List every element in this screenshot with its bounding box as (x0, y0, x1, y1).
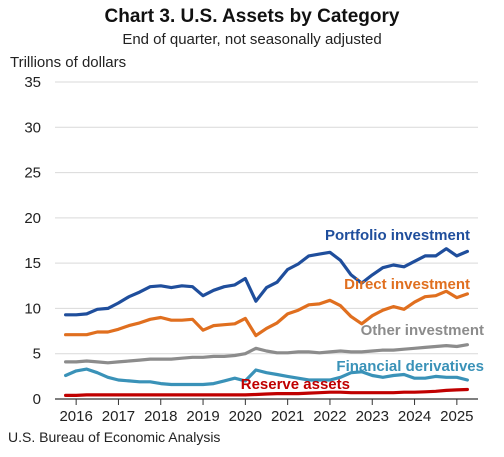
x-tick-label: 2024 (398, 408, 431, 425)
x-tick-label: 2025 (440, 408, 473, 425)
series-line-financial-derivatives (63, 367, 469, 387)
x-axis: 2016 2017 2018 2019 2020 2021 2022 2023 2024 2025 (55, 398, 478, 425)
y-tick-label: 20 (24, 210, 41, 227)
series-line-other-investment (63, 343, 469, 365)
chart-subtitle: End of quarter, not seasonally adjusted (122, 31, 382, 48)
chart-title: Chart 3. U.S. Assets by Category (104, 6, 400, 27)
y-tick-labels: 0 5 10 15 20 25 30 35 (24, 74, 41, 408)
y-tick-label: 10 (24, 300, 41, 317)
x-tick-label: 2022 (313, 408, 346, 425)
series-line-direct-investment (63, 289, 469, 338)
series-lines (63, 247, 469, 397)
series-line-reserve-assets (63, 387, 469, 397)
x-tick-label: 2021 (271, 408, 304, 425)
x-tick-label: 2023 (356, 408, 389, 425)
series-label-portfolio-investment: Portfolio investment (325, 227, 470, 244)
x-tick-label: 2018 (144, 408, 177, 425)
series-label-direct-investment: Direct investment (344, 276, 470, 293)
y-axis-label: Trillions of dollars (10, 54, 127, 71)
series-label-reserve-assets: Reserve assets (241, 376, 350, 393)
y-tick-label: 0 (33, 391, 41, 408)
series-label-other-investment: Other investment (361, 322, 484, 339)
series-labels: Portfolio investment Direct investment Oth… (241, 227, 484, 393)
y-tick-label: 25 (24, 165, 41, 182)
series-line-portfolio-investment (63, 247, 469, 317)
y-tick-label: 30 (24, 119, 41, 136)
y-tick-label: 35 (24, 74, 41, 91)
series-label-financial-derivatives: Financial derivatives (336, 358, 484, 375)
y-tick-label: 5 (33, 346, 41, 363)
x-tick-label: 2016 (59, 408, 92, 425)
x-tick-label: 2019 (186, 408, 219, 425)
x-tick-label: 2017 (102, 408, 135, 425)
source-note: U.S. Bureau of Economic Analysis (8, 429, 221, 445)
x-tick-label: 2020 (229, 408, 262, 425)
y-tick-label: 15 (24, 255, 41, 272)
gridlines (55, 81, 478, 355)
